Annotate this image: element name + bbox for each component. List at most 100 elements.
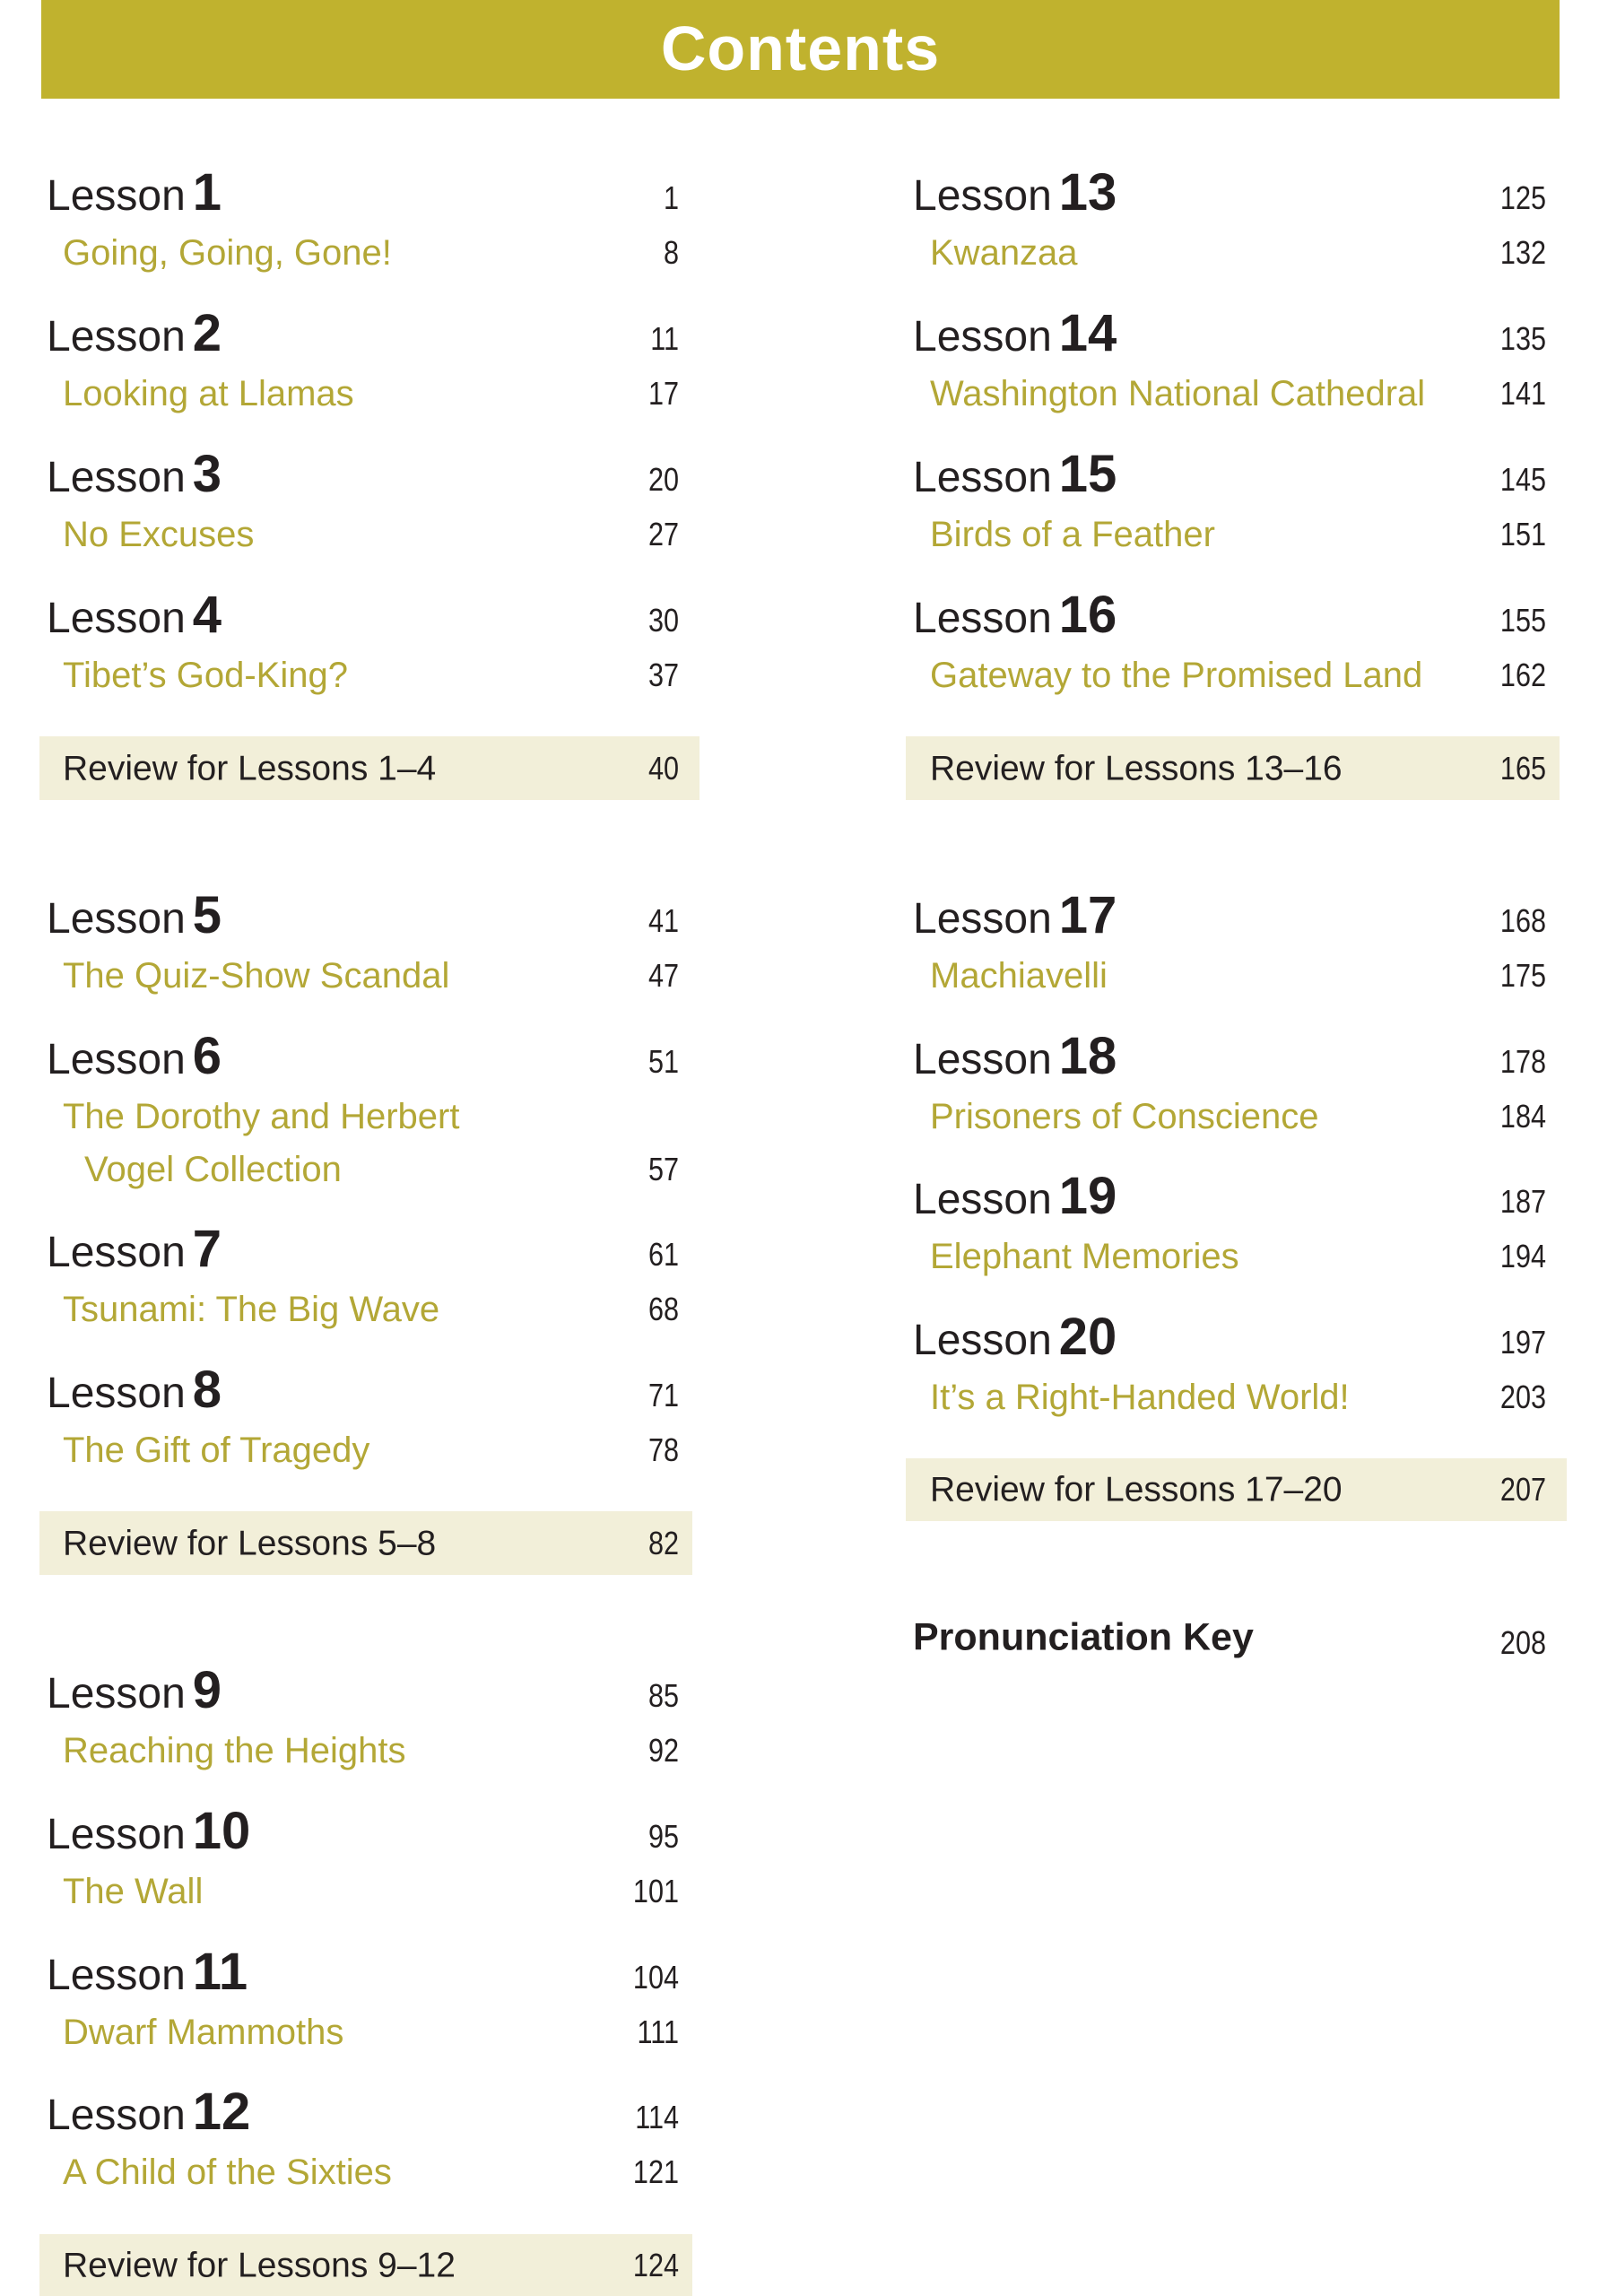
lesson-word: Lesson [913,1176,1052,1223]
lesson-number: 3 [192,445,222,503]
subtitle-page-number: 37 [647,657,679,693]
lesson-subtitle[interactable]: It’s a Right-Handed World! [930,1378,1350,1417]
subtitle-page-number: 111 [637,2013,679,2050]
lesson-number: 12 [192,2083,251,2141]
subtitle-page-number: 184 [1499,1098,1546,1135]
lesson-heading[interactable]: Lesson 10 [47,1805,250,1857]
lesson-number: 4 [192,586,222,644]
lesson-heading[interactable]: Lesson 6 [47,1031,222,1083]
lesson-number: 13 [1058,163,1117,222]
lesson-subtitle[interactable]: Tibet’s God-King? [63,656,348,695]
lesson-subtitle[interactable]: Washington National Cathedral [930,374,1426,413]
subtitle-page-number: 162 [1499,657,1546,693]
lesson-heading[interactable]: Lesson 5 [47,890,222,942]
lesson-heading[interactable]: Lesson 18 [913,1031,1117,1083]
lesson-heading[interactable]: Lesson 14 [913,308,1117,360]
lesson-number: 1 [192,163,222,222]
lesson-number: 19 [1058,1167,1117,1225]
review-page-number: 124 [632,2246,679,2283]
lesson-number: 18 [1058,1027,1117,1085]
lesson-subtitle[interactable]: Prisoners of Conscience [930,1097,1319,1136]
lesson-heading[interactable]: Lesson 13 [913,167,1117,219]
lesson-page-number: 145 [1499,461,1546,498]
lesson-subtitle[interactable]: Kwanzaa [930,233,1078,273]
subtitle-page-number: 8 [663,234,679,271]
lesson-heading[interactable]: Lesson 19 [913,1170,1117,1222]
lesson-word: Lesson [913,454,1052,501]
review-label: Review for Lessons 9–12 [63,2246,456,2284]
subtitle-page-number: 57 [647,1151,679,1187]
lesson-page-number: 30 [647,602,679,639]
pronunciation-key-label[interactable]: Pronunciation Key [913,1615,1254,1659]
lesson-heading[interactable]: Lesson 17 [913,890,1117,942]
lesson-subtitle[interactable]: Elephant Memories [930,1237,1239,1276]
lesson-subtitle[interactable]: Machiavelli [930,956,1108,996]
lesson-page-number: 1 [663,179,679,216]
lesson-subtitle[interactable]: The Dorothy and Herbert [63,1097,460,1136]
lesson-subtitle[interactable]: The Quiz-Show Scandal [63,956,450,996]
lesson-page-number: 61 [647,1236,679,1273]
lesson-number: 6 [192,1027,222,1085]
lesson-word: Lesson [913,895,1052,943]
lesson-heading[interactable]: Lesson 2 [47,308,222,360]
lesson-page-number: 155 [1499,602,1546,639]
lesson-number: 9 [192,1661,222,1719]
review-label: Review for Lessons 5–8 [63,1524,437,1562]
subtitle-page-number: 121 [632,2153,679,2190]
lesson-subtitle[interactable]: Tsunami: The Big Wave [63,1290,440,1329]
lesson-page-number: 125 [1499,179,1546,216]
lesson-subtitle[interactable]: Gateway to the Promised Land [930,656,1423,695]
subtitle-page-number: 17 [647,375,679,412]
lesson-heading[interactable]: Lesson 12 [47,2086,250,2138]
lesson-heading[interactable]: Lesson 15 [913,448,1117,500]
lesson-word: Lesson [47,1811,186,1858]
subtitle-page-number: 47 [647,957,679,994]
lesson-word: Lesson [913,1036,1052,1083]
lesson-word: Lesson [47,1229,186,1276]
lesson-number: 14 [1058,304,1117,362]
contents-header-band: Contents [41,0,1560,99]
lesson-heading[interactable]: Lesson 16 [913,589,1117,641]
lesson-subtitle[interactable]: Birds of a Feather [930,515,1215,554]
lesson-page-number: 51 [647,1043,679,1080]
review-row[interactable] [906,1458,1567,1521]
lesson-heading[interactable]: Lesson 7 [47,1223,222,1275]
lesson-subtitle[interactable]: The Wall [63,1872,204,1911]
lesson-word: Lesson [47,2092,186,2139]
lesson-page-number: 20 [647,461,679,498]
lesson-heading[interactable]: Lesson 4 [47,589,222,641]
lesson-number: 10 [192,1802,251,1860]
lesson-number: 8 [192,1361,222,1419]
lesson-heading[interactable]: Lesson 9 [47,1665,222,1717]
lesson-word: Lesson [47,595,186,642]
lesson-subtitle[interactable]: Reaching the Heights [63,1731,406,1770]
lesson-subtitle[interactable]: Dwarf Mammoths [63,2013,344,2052]
lesson-word: Lesson [47,1036,186,1083]
review-row[interactable] [39,1511,692,1575]
lesson-number: 20 [1058,1308,1117,1366]
pronunciation-page-number: 208 [1499,1624,1546,1661]
lesson-heading[interactable]: Lesson 1 [47,167,222,219]
lesson-subtitle[interactable]: No Excuses [63,515,255,554]
lesson-heading[interactable]: Lesson 11 [47,1946,248,1998]
lesson-subtitle[interactable]: The Gift of Tragedy [63,1431,370,1470]
lesson-subtitle[interactable]: Looking at Llamas [63,374,354,413]
review-label: Review for Lessons 1–4 [63,749,437,787]
lesson-word: Lesson [47,454,186,501]
lesson-word: Lesson [47,1952,186,1999]
review-row[interactable] [906,736,1560,800]
subtitle-page-number: 175 [1499,957,1546,994]
subtitle-page-number: 78 [647,1431,679,1468]
lesson-word: Lesson [47,172,186,220]
lesson-word: Lesson [47,895,186,943]
lesson-heading[interactable]: Lesson 8 [47,1364,222,1416]
review-row[interactable] [39,2234,692,2296]
lesson-subtitle[interactable]: Vogel Collection [84,1150,342,1189]
lesson-heading[interactable]: Lesson 3 [47,448,222,500]
lesson-subtitle[interactable]: A Child of the Sixties [63,2152,392,2192]
lesson-number: 2 [192,304,222,362]
lesson-subtitle[interactable]: Going, Going, Gone! [63,233,392,273]
review-row[interactable] [39,736,700,800]
lesson-word: Lesson [47,1670,186,1718]
lesson-heading[interactable]: Lesson 20 [913,1311,1117,1363]
